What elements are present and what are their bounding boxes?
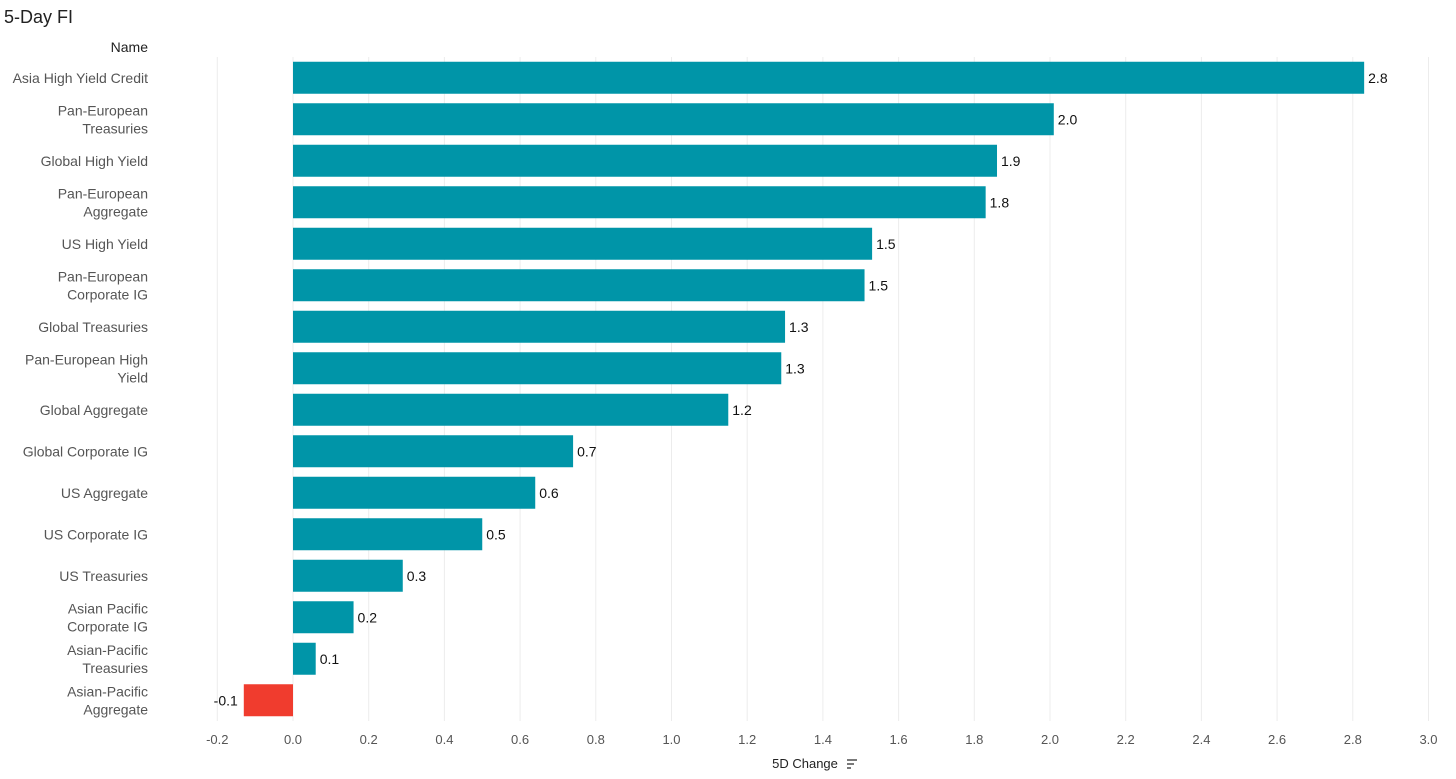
x-tick-label: 1.4 xyxy=(814,732,832,747)
x-tick-label: 3.0 xyxy=(1419,732,1437,747)
x-axis-title: 5D Change xyxy=(772,756,838,771)
category-label: Corporate IG xyxy=(67,618,148,634)
category-label: Pan-European xyxy=(58,268,148,284)
value-label: 1.5 xyxy=(876,236,896,252)
value-label: 2.8 xyxy=(1368,70,1388,86)
bar[interactable] xyxy=(293,518,483,551)
bars xyxy=(243,61,1365,717)
category-label: Global Treasuries xyxy=(38,319,148,335)
bar[interactable] xyxy=(293,352,782,385)
category-label: Treasuries xyxy=(82,120,148,136)
x-tick-label: 1.8 xyxy=(965,732,983,747)
category-label: US Treasuries xyxy=(59,568,148,584)
category-label: Aggregate xyxy=(83,701,148,717)
category-label: US Aggregate xyxy=(61,485,148,501)
bar[interactable] xyxy=(293,559,403,592)
x-tick-label: 2.4 xyxy=(1192,732,1210,747)
category-label: Global Corporate IG xyxy=(23,443,148,459)
bar[interactable] xyxy=(243,684,293,717)
value-label: 1.8 xyxy=(990,194,1010,210)
sort-icon[interactable] xyxy=(847,759,857,769)
value-label: 0.2 xyxy=(358,609,378,625)
x-tick-label: 0.2 xyxy=(360,732,378,747)
bar[interactable] xyxy=(293,393,729,426)
value-labels: 2.8 2.0 1.9 1.8 1.5 1.5 1.3 1.3 1.2 0.7 0.6 0.5 0.3 0… xyxy=(214,70,1388,709)
x-tick-label: 2.2 xyxy=(1117,732,1135,747)
category-label: Global High Yield xyxy=(41,153,148,169)
bar[interactable] xyxy=(293,61,1365,94)
bar[interactable] xyxy=(293,186,986,219)
category-label: Aggregate xyxy=(83,203,148,219)
category-label: Asia High Yield Credit xyxy=(13,70,149,86)
chart-title: 5-Day FI xyxy=(4,7,74,27)
category-label: US High Yield xyxy=(62,236,148,252)
category-label: Corporate IG xyxy=(67,286,148,302)
x-tick-label: 1.2 xyxy=(738,732,756,747)
category-label: Treasuries xyxy=(82,660,148,676)
value-label: 0.6 xyxy=(539,485,559,501)
value-label: 0.3 xyxy=(407,568,427,584)
category-label: Asian-Pacific xyxy=(67,642,148,658)
x-tick-label: 2.0 xyxy=(1041,732,1059,747)
category-label: Pan-European xyxy=(58,102,148,118)
category-labels: Asia High Yield Credit Pan-European Treasu… xyxy=(13,70,149,718)
value-label: 0.5 xyxy=(486,526,506,542)
category-label: Global Aggregate xyxy=(40,402,148,418)
x-tick-label: 0.6 xyxy=(511,732,529,747)
x-tick-label: 0.0 xyxy=(284,732,302,747)
bar[interactable] xyxy=(293,227,873,260)
value-label: 1.3 xyxy=(785,360,805,376)
category-label: Pan-European High xyxy=(25,351,148,367)
category-label: Yield xyxy=(117,369,148,385)
x-tick-label: 1.0 xyxy=(662,732,680,747)
x-tick-label: 0.8 xyxy=(587,732,605,747)
bar[interactable] xyxy=(293,435,574,468)
bar[interactable] xyxy=(293,310,786,343)
category-label: US Corporate IG xyxy=(44,526,148,542)
bar[interactable] xyxy=(293,476,536,509)
x-axis-ticks: -0.2 0.0 0.2 0.4 0.6 0.8 1.0 1.2 1.4 1.6 1.8 2.0 2.2… xyxy=(206,732,1437,747)
x-tick-label: 1.6 xyxy=(890,732,908,747)
category-label: Asian Pacific xyxy=(68,600,148,616)
value-label: 1.5 xyxy=(869,277,889,293)
value-label: 1.3 xyxy=(789,319,809,335)
category-label: Pan-European xyxy=(58,185,148,201)
category-label: Asian-Pacific xyxy=(67,683,148,699)
x-tick-label: -0.2 xyxy=(206,732,228,747)
value-label: 2.0 xyxy=(1058,111,1078,127)
row-header: Name xyxy=(110,39,148,55)
x-tick-label: 2.8 xyxy=(1344,732,1362,747)
value-label: 1.2 xyxy=(732,402,752,418)
bar[interactable] xyxy=(293,601,354,634)
x-tick-label: 0.4 xyxy=(435,732,453,747)
value-label: -0.1 xyxy=(214,692,238,708)
value-label: 0.1 xyxy=(320,651,340,667)
bar[interactable] xyxy=(293,144,998,177)
bar[interactable] xyxy=(293,103,1054,136)
bar[interactable] xyxy=(293,269,865,302)
value-label: 0.7 xyxy=(577,443,597,459)
bar[interactable] xyxy=(293,642,316,675)
value-label: 1.9 xyxy=(1001,153,1021,169)
x-tick-label: 2.6 xyxy=(1268,732,1286,747)
